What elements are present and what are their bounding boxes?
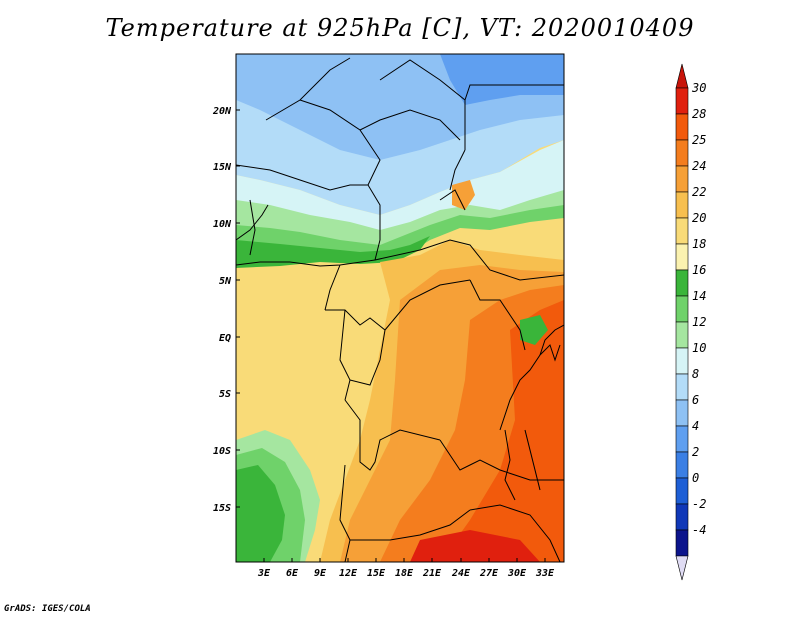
lat-label: 10N xyxy=(213,219,232,230)
colorbar-label: 8 xyxy=(692,367,699,381)
lon-labels: 3E 6E 9E 12E 15E 18E 21E 24E 27E 30E 33E xyxy=(257,568,555,579)
colorbar-label: 12 xyxy=(692,315,706,329)
map-frame xyxy=(235,53,565,563)
colorbar-swatch xyxy=(675,295,689,323)
lat-label: 20N xyxy=(212,106,232,117)
colorbar-bottom-arrow xyxy=(675,555,689,581)
colorbar-swatch xyxy=(675,529,689,557)
lat-label: 5N xyxy=(219,276,232,287)
colorbar-label: 24 xyxy=(692,159,706,173)
colorbar-label: 18 xyxy=(692,237,706,251)
lon-label: 27E xyxy=(479,568,499,579)
lon-label: 30E xyxy=(507,568,527,579)
grads-footer: GrADS: IGES/COLA xyxy=(4,604,91,614)
lat-ticks xyxy=(236,109,240,508)
lon-label: 12E xyxy=(339,568,358,579)
lon-label: 15E xyxy=(367,568,386,579)
colorbar-swatch xyxy=(675,425,689,453)
lon-label: 21E xyxy=(422,568,442,579)
temperature-field xyxy=(236,54,564,562)
colorbar-label: 22 xyxy=(692,185,706,199)
lon-label: 18E xyxy=(395,568,414,579)
lon-label: 9E xyxy=(314,568,327,579)
colorbar-swatch xyxy=(675,165,689,193)
colorbar-label: 10 xyxy=(692,341,706,355)
colorbar-swatch xyxy=(675,373,689,401)
colorbar-swatch xyxy=(675,217,689,245)
colorbar-label: 4 xyxy=(692,419,699,433)
colorbar-swatch xyxy=(675,139,689,167)
lat-label: 5S xyxy=(219,389,231,400)
colorbar-top-arrow xyxy=(675,63,689,89)
lon-ticks xyxy=(263,558,546,562)
colorbar-swatch xyxy=(675,243,689,271)
colorbar-label: 20 xyxy=(692,211,706,225)
colorbar-swatch xyxy=(675,399,689,427)
colorbar-label: 30 xyxy=(691,81,706,95)
lon-label: 3E xyxy=(257,568,271,579)
lon-label: 24E xyxy=(451,568,471,579)
colorbar-label: 6 xyxy=(692,393,699,407)
lat-label: 10S xyxy=(213,446,231,457)
colorbar-swatch xyxy=(675,87,689,115)
colorbar-label: 0 xyxy=(692,471,699,485)
lat-label: EQ xyxy=(219,333,231,344)
colorbar-swatch xyxy=(675,269,689,297)
lon-label: 33E xyxy=(535,568,555,579)
lat-label: 15S xyxy=(213,503,231,514)
colorbar-label: 14 xyxy=(692,289,706,303)
colorbar-label: -2 xyxy=(692,497,706,511)
colorbar-swatch xyxy=(675,113,689,141)
colorbar-label: -4 xyxy=(692,523,706,537)
colorbar-label: 25 xyxy=(692,133,706,147)
lat-labels: 20N 15N 10N 5N EQ 5S 10S 15S xyxy=(212,106,232,514)
colorbar-swatch xyxy=(675,347,689,375)
chart-title: Temperature at 925hPa [C], VT: 202001040… xyxy=(105,14,695,42)
colorbar-swatch xyxy=(675,191,689,219)
colorbar-swatch xyxy=(675,321,689,349)
lon-label: 6E xyxy=(286,568,299,579)
colorbar-swatch xyxy=(675,477,689,505)
country-borders xyxy=(236,57,564,562)
colorbar-label: 28 xyxy=(692,107,706,121)
colorbar-swatch xyxy=(675,503,689,531)
colorbar-label: 2 xyxy=(692,445,699,459)
colorbar-swatch xyxy=(675,451,689,479)
lat-label: 15N xyxy=(213,162,232,173)
colorbar-label: 16 xyxy=(692,263,706,277)
